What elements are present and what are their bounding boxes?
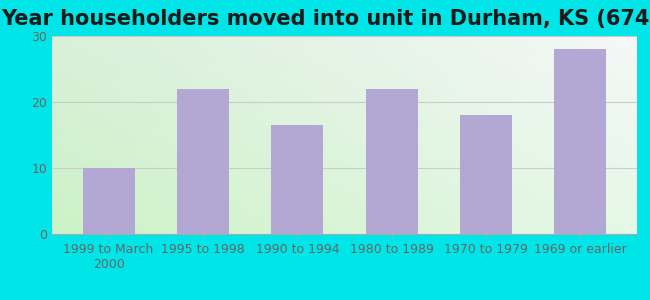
Bar bbox=[366, 89, 418, 234]
Title: Year householders moved into unit in Durham, KS (67438): Year householders moved into unit in Dur… bbox=[1, 9, 650, 29]
Bar bbox=[177, 89, 229, 234]
Bar bbox=[554, 49, 606, 234]
Bar bbox=[83, 168, 135, 234]
Bar bbox=[460, 115, 512, 234]
Bar bbox=[272, 125, 323, 234]
